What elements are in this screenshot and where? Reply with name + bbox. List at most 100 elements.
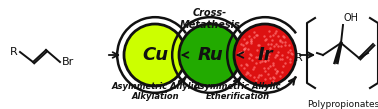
Point [254, 34, 260, 36]
Text: Asymmetric Allylic
Alkylation: Asymmetric Allylic Alkylation [111, 82, 199, 101]
Point [265, 59, 271, 61]
Point [268, 43, 274, 45]
Point [262, 39, 268, 41]
Point [235, 53, 242, 55]
Point [251, 36, 257, 38]
Point [259, 50, 265, 52]
Point [281, 36, 287, 38]
Point [247, 53, 253, 55]
Point [249, 59, 255, 61]
Point [253, 34, 259, 36]
Point [277, 75, 283, 77]
Text: Cu: Cu [142, 46, 168, 64]
Circle shape [234, 24, 296, 86]
Point [274, 54, 280, 56]
Point [289, 53, 295, 55]
Text: Ru: Ru [197, 46, 223, 64]
Point [262, 50, 268, 51]
Point [263, 39, 270, 40]
Point [262, 60, 268, 62]
Point [260, 67, 266, 68]
Point [247, 74, 253, 75]
Point [287, 61, 293, 63]
Point [243, 73, 249, 75]
Point [267, 35, 273, 37]
Point [248, 43, 254, 44]
Point [248, 40, 254, 42]
Point [265, 56, 271, 58]
Point [238, 51, 244, 53]
Point [266, 30, 272, 32]
Point [254, 49, 260, 51]
Text: Cross-
Metathesis: Cross- Metathesis [180, 8, 240, 30]
Point [257, 61, 263, 63]
Text: R: R [10, 47, 18, 57]
Point [288, 52, 294, 54]
Point [277, 39, 283, 41]
Point [261, 35, 267, 37]
Point [285, 51, 291, 53]
Point [279, 71, 285, 72]
Point [258, 74, 264, 76]
Point [269, 39, 275, 41]
Point [244, 64, 250, 66]
Point [270, 34, 276, 35]
Point [273, 54, 279, 56]
Point [245, 48, 251, 50]
Point [273, 72, 279, 73]
Point [242, 38, 248, 40]
Point [266, 53, 272, 54]
Point [279, 41, 285, 43]
Point [258, 57, 264, 59]
Point [250, 68, 256, 70]
Point [273, 43, 279, 45]
Point [241, 48, 247, 49]
Point [279, 54, 285, 56]
Point [235, 52, 242, 54]
Point [259, 60, 265, 62]
Point [245, 72, 251, 73]
Point [270, 64, 276, 65]
Point [243, 42, 249, 44]
Point [265, 67, 271, 69]
Point [285, 44, 291, 45]
Point [242, 47, 248, 49]
Point [270, 62, 276, 64]
Point [243, 63, 249, 65]
Point [265, 73, 271, 75]
Point [238, 43, 244, 45]
Point [265, 43, 271, 45]
Text: Asymmetric Allylic
Etherification: Asymmetric Allylic Etherification [194, 82, 281, 101]
Point [270, 80, 276, 81]
Point [267, 65, 273, 67]
Point [277, 40, 284, 42]
Point [251, 76, 257, 78]
Point [271, 45, 277, 47]
Point [260, 52, 266, 54]
Text: R: R [295, 53, 303, 63]
Point [248, 54, 254, 56]
Point [271, 77, 277, 79]
Point [244, 42, 250, 43]
Circle shape [124, 24, 186, 86]
Point [237, 53, 243, 54]
Point [244, 71, 250, 73]
Text: OH: OH [344, 13, 359, 23]
Point [253, 79, 259, 81]
Point [256, 44, 262, 46]
Point [287, 58, 293, 60]
Point [251, 66, 257, 67]
Point [238, 64, 244, 65]
Point [248, 38, 254, 40]
Point [282, 44, 288, 46]
Point [274, 70, 280, 72]
Point [255, 76, 261, 78]
Point [262, 70, 268, 72]
Point [279, 58, 285, 60]
Point [248, 40, 254, 42]
Point [246, 36, 252, 37]
Circle shape [179, 24, 241, 86]
Point [262, 79, 268, 80]
Point [246, 57, 252, 59]
Point [262, 60, 268, 62]
